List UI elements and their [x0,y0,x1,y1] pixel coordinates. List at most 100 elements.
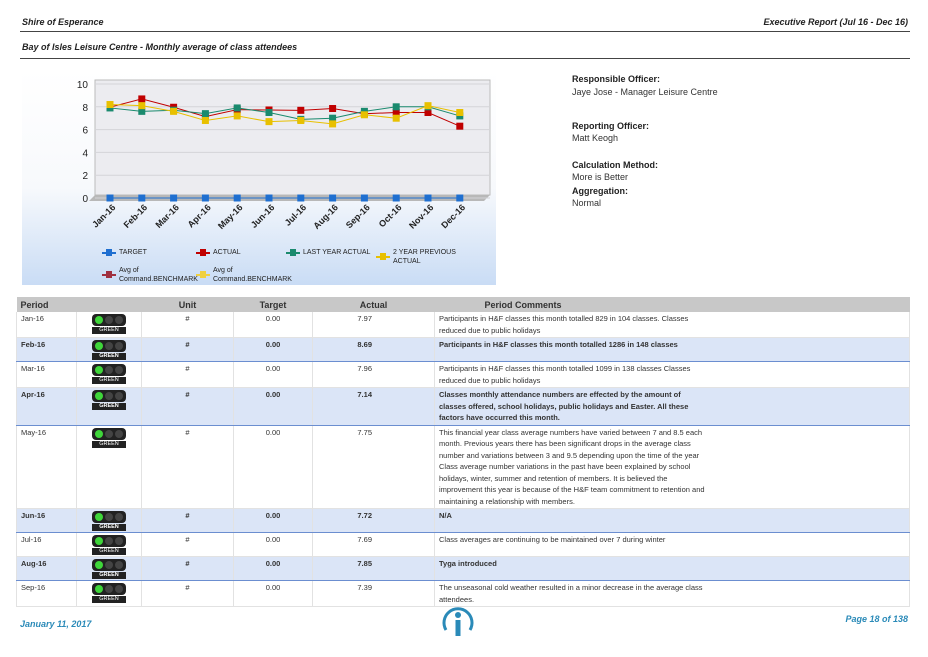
legend-label: 2 YEAR PREVIOUS ACTUAL [393,249,456,265]
period: May-16 [16,425,77,509]
lamp [105,585,113,593]
data-point [392,103,400,111]
lamp [95,316,103,324]
lamp [105,366,113,374]
lamp [115,513,123,521]
legend-marker [380,253,386,260]
status-cell: GREEN [76,361,142,388]
lamp [95,561,103,569]
lamp [95,537,103,545]
info-label: Responsible Officer: [572,74,661,84]
organisation: Shire of Esperance [22,17,104,27]
data-point [456,122,464,130]
legend-label: LAST YEAR ACTUAL [303,249,371,256]
target: 0.00 [233,337,313,362]
info-label: Reporting Officer: [572,121,650,131]
table-row: Jul-16 GREEN #0.00 7.69 Class averages are c… [16,532,910,557]
status-label: GREEN [92,596,126,603]
data-point [392,109,400,116]
status-label: GREEN [92,572,126,579]
legend-entry: Avg of Command.BENCHMARK [102,266,198,284]
legend-label: Avg of Command.BENCHMARK [119,267,198,283]
lamp [115,316,123,324]
y-tick-label: 2 [82,171,88,182]
actual: 7.72 [312,508,435,533]
data-point [297,106,305,114]
legend-entry: LAST YEAR ACTUAL [286,248,374,257]
status-label: GREEN [92,327,126,334]
traffic-light [92,314,126,326]
legend-label: Avg of Command.BENCHMARK [213,267,292,283]
table: Period Unit Target Actual Period Comments Ja… [16,297,910,607]
column-header: Actual [312,297,435,312]
table-row: Jan-16 GREEN #0.00 7.97 Participants in H&F … [16,312,910,338]
traffic-light [92,340,126,352]
unit: # [141,508,234,533]
y-tick-label: 0 [82,194,88,205]
data-point [170,194,178,202]
status-label: GREEN [92,403,126,410]
lamp [105,513,113,521]
lamp [115,561,123,569]
status-cell: GREEN [76,556,142,581]
legend-entry: Avg of Command.BENCHMARK [196,266,292,284]
footer-page: Page 18 of 138 [845,614,908,624]
data-point [297,116,305,124]
info-label: Calculation Method: [572,160,658,170]
lamp [105,392,113,400]
lamp [105,316,113,324]
footer-date: January 11, 2017 [20,619,92,629]
data-point [456,194,464,202]
unit: # [141,337,234,362]
legend-swatch [196,271,210,278]
table-row: May-16 GREEN #0.00 7.75 This financial year … [16,425,910,509]
data-point [329,105,337,113]
actual: 7.69 [312,532,435,557]
data-point [360,194,368,202]
data-point [201,110,209,118]
status-label: GREEN [92,548,126,555]
lamp [115,342,123,350]
column-header: Period Comments [434,297,910,312]
comment: Tyga introduced [434,556,910,581]
unit: # [141,312,234,338]
data-point [265,194,273,202]
info-value: Normal [572,198,602,208]
period: Mar-16 [16,361,77,388]
status-cell: GREEN [76,532,142,557]
subtitle: Bay of Isles Leisure Centre - Monthly av… [22,42,298,52]
legend-swatch [196,248,210,256]
unit: # [141,425,234,509]
traffic-light [92,390,126,402]
data-point [138,194,146,202]
target: 0.00 [233,425,313,509]
status-label: GREEN [92,353,126,360]
column-header: Unit [141,297,234,312]
logo [442,607,474,636]
status-cell: GREEN [76,580,142,607]
data-point [138,102,146,110]
legend-swatch [286,248,300,256]
traffic-light [92,511,126,523]
lamp [95,392,103,400]
lamp [105,537,113,545]
info-value: Jaye Jose - Manager Leisure Centre [572,87,718,97]
lamp [95,585,103,593]
unit: # [141,580,234,607]
data-point [392,194,400,202]
traffic-light [92,535,126,547]
target: 0.00 [233,556,313,581]
legend-marker [290,248,296,256]
data-point [265,118,273,126]
traffic-light [92,583,126,595]
table-row: Jun-16 GREEN #0.00 7.72 N/A [16,508,910,533]
status-cell: GREEN [76,425,142,509]
y-tick-label: 6 [82,126,88,137]
data-point [233,104,241,112]
period: Aug-16 [16,556,77,581]
traffic-light [92,559,126,571]
lamp [115,392,123,400]
status-label: GREEN [92,524,126,531]
target: 0.00 [233,312,313,338]
